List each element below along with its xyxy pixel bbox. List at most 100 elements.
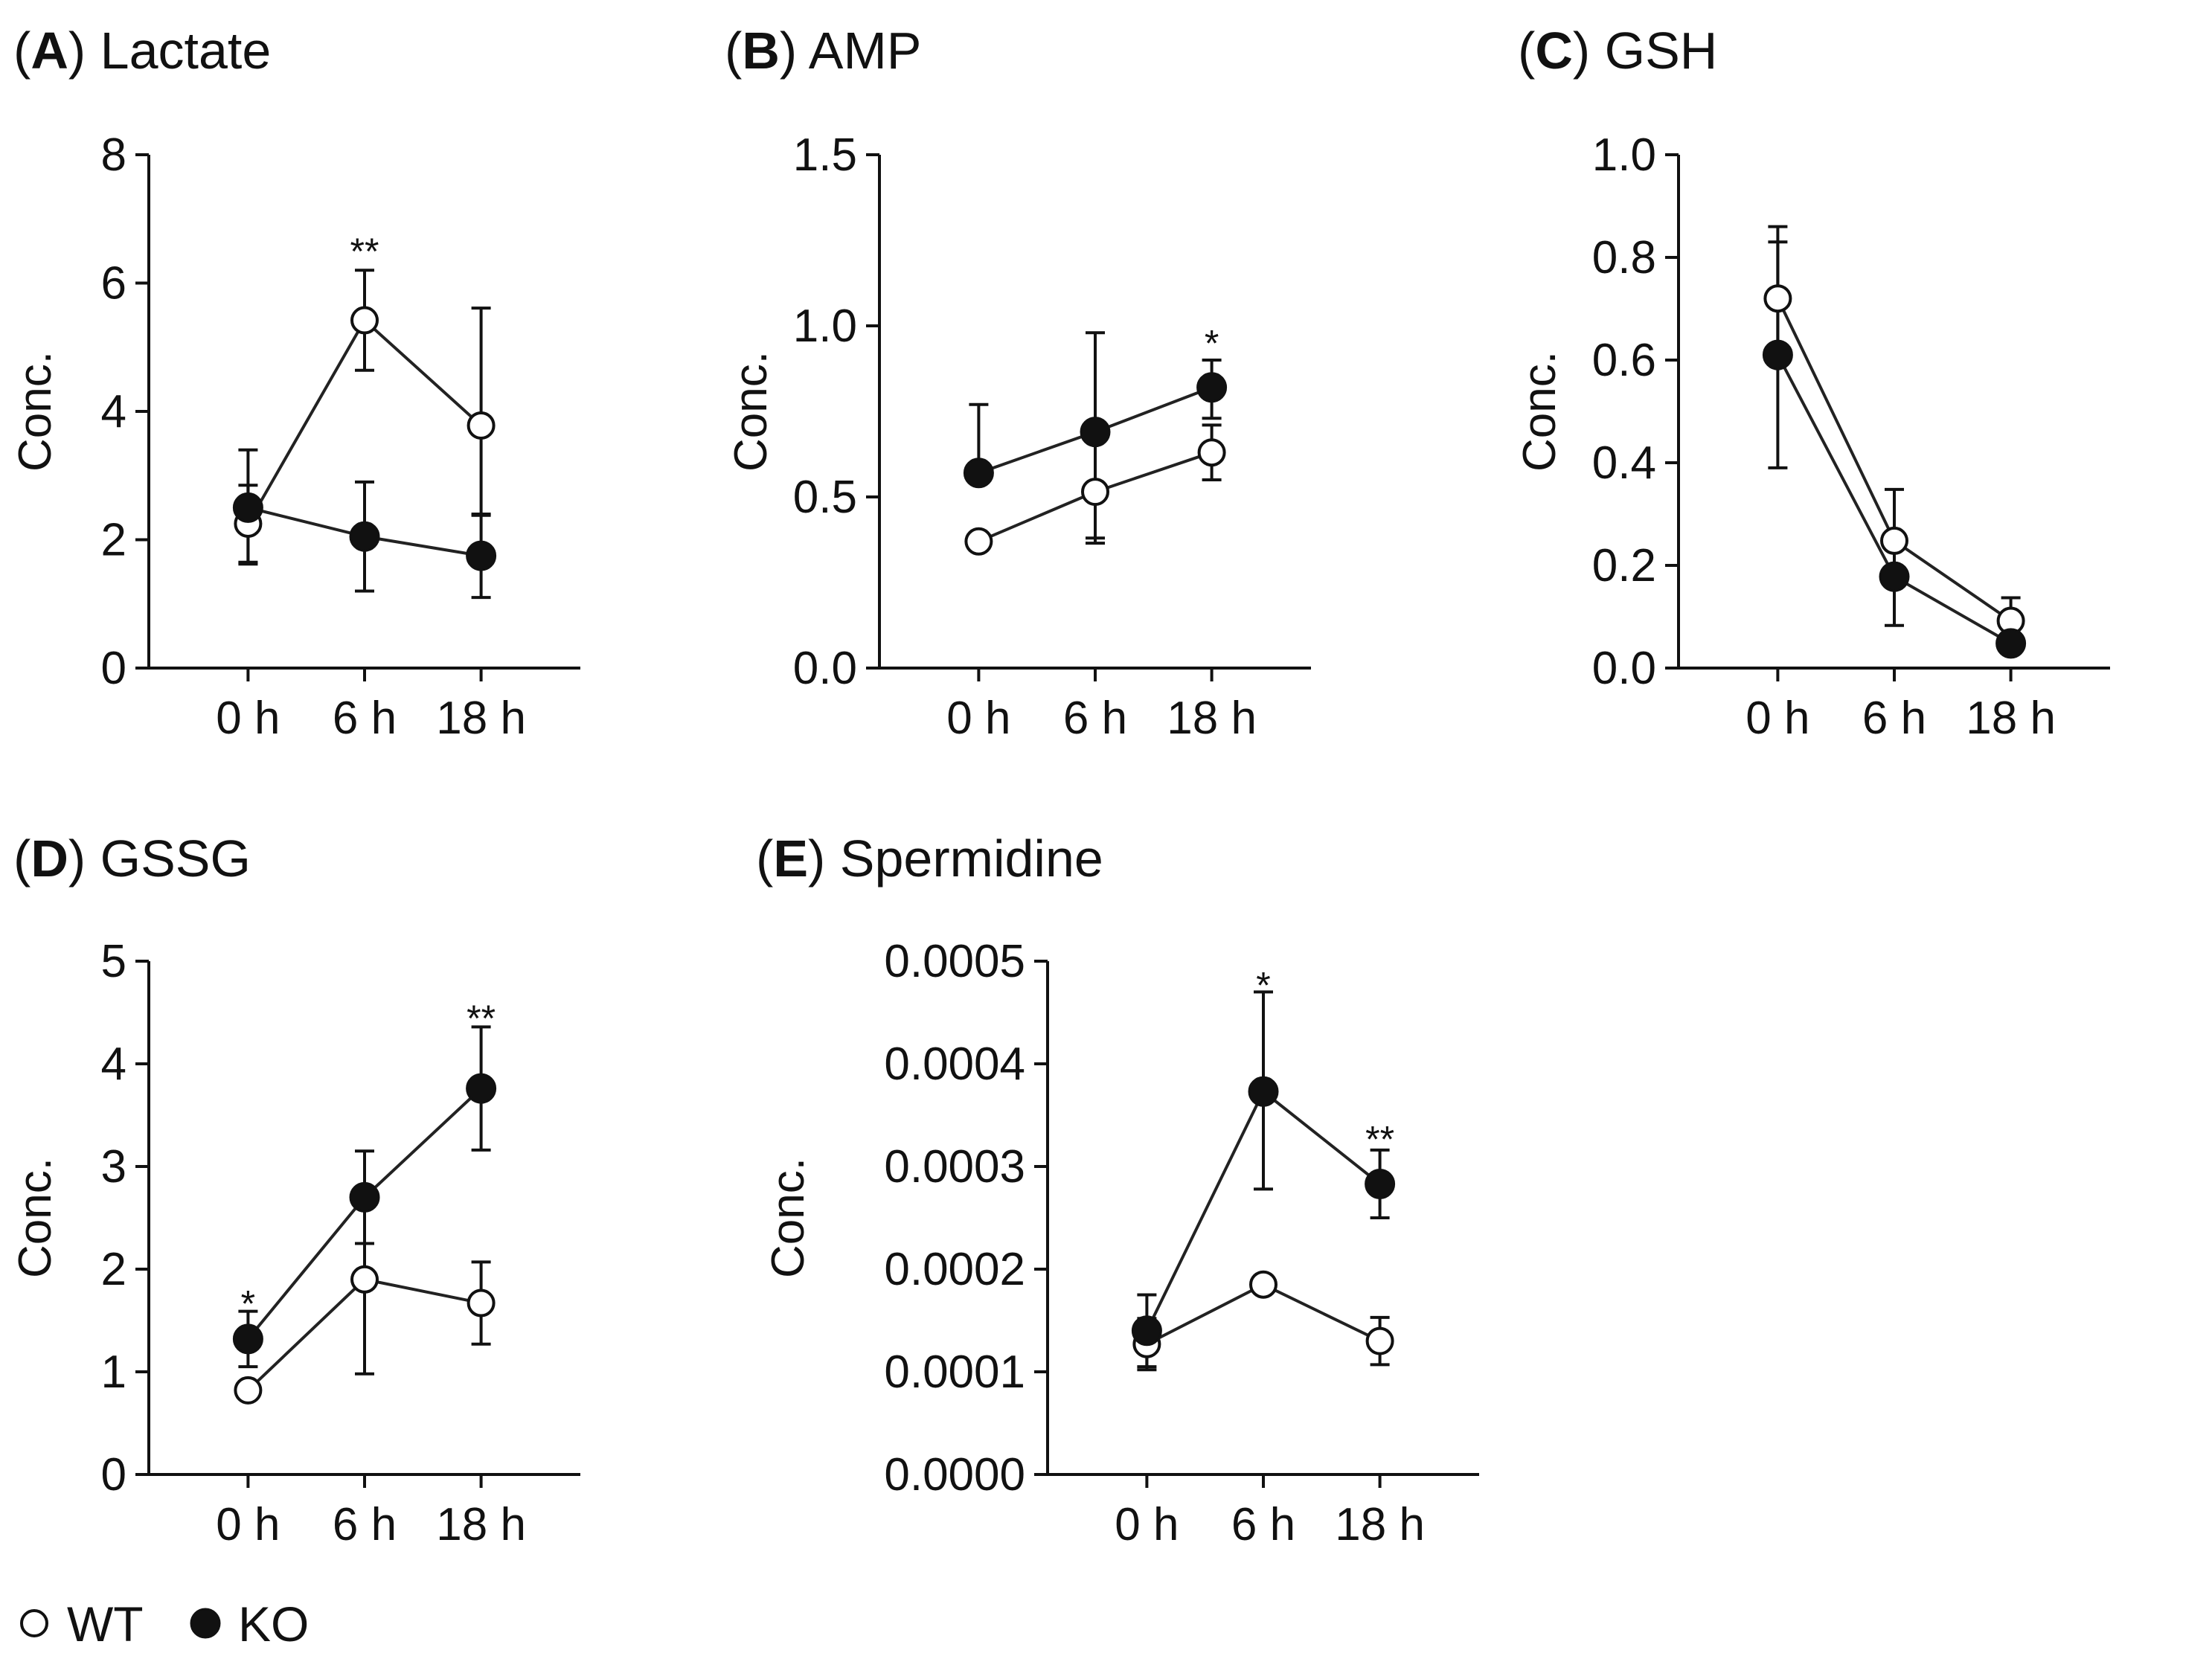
panel-name: GSSG	[100, 829, 251, 888]
paren-close: )	[780, 22, 809, 80]
data-point-ko	[466, 1073, 497, 1104]
y-tick-label: 3	[101, 1141, 126, 1193]
data-point-ko	[1131, 1315, 1162, 1347]
y-tick-label: 2	[101, 1244, 126, 1295]
y-axis-label: Conc.	[1514, 351, 1565, 472]
paren-open: (	[13, 22, 31, 80]
x-tick-label: 6 h	[333, 1499, 397, 1550]
data-point-wt	[1197, 438, 1226, 467]
panel-letter: D	[31, 829, 68, 888]
y-tick-label: 0.0004	[884, 1039, 1025, 1090]
paren-close: )	[68, 829, 100, 888]
paren-open: (	[756, 829, 773, 888]
x-tick-label: 0 h	[1745, 693, 1809, 744]
x-tick-label: 18 h	[436, 693, 526, 744]
y-tick-label: 0.2	[1592, 540, 1656, 591]
y-tick-label: 0.5	[793, 472, 857, 523]
panel-e: (E) Spermidine 0.0000 0.0001 0.0002 0.0003 0.…	[756, 829, 1479, 1550]
y-tick-label: 4	[101, 386, 126, 437]
data-point-wt	[350, 1265, 379, 1294]
significance-marker: *	[241, 1283, 255, 1324]
data-point-ko	[1879, 561, 1910, 592]
data-point-ko	[466, 540, 497, 571]
x-tick-label: 6 h	[1862, 693, 1926, 744]
x-tick-label: 18 h	[1335, 1499, 1425, 1550]
y-tick-label: 0.0002	[884, 1244, 1025, 1295]
significance-marker: **	[1365, 1119, 1394, 1161]
panel-b: (B) AMP 0.0 0.5 1.0 1.5 0 h 6 h 18 h Conc. *	[725, 22, 1311, 744]
x-tick-label: 0 h	[216, 1499, 280, 1550]
x-tick-label: 18 h	[436, 1499, 526, 1550]
y-tick-label: 4	[101, 1039, 126, 1090]
panel-name: Lactate	[100, 22, 272, 80]
y-tick-label: 0.8	[1592, 232, 1656, 283]
y-tick-label: 1.5	[793, 129, 857, 181]
data-point-ko	[232, 492, 263, 523]
y-tick-label: 0.0003	[884, 1141, 1025, 1193]
legend: WT KO	[20, 1596, 309, 1652]
data-point-ko	[1248, 1076, 1279, 1107]
x-tick-label: 0 h	[946, 693, 1010, 744]
x-tick-label: 18 h	[1966, 693, 2056, 744]
y-tick-label: 0.0005	[884, 936, 1025, 987]
data-point-ko	[1995, 628, 2027, 659]
y-tick-label: 0	[101, 1449, 126, 1501]
y-axis-label: Conc.	[763, 1158, 814, 1278]
panel-letter: E	[773, 829, 808, 888]
legend-wt-label: WT	[67, 1596, 144, 1652]
data-point-wt	[234, 1376, 263, 1405]
y-tick-label: 0	[101, 643, 126, 694]
panel-letter: A	[31, 22, 68, 80]
legend-ko-marker	[190, 1608, 221, 1639]
y-axis-label: Conc.	[10, 351, 61, 472]
data-point-wt	[964, 527, 993, 556]
x-tick-label: 18 h	[1167, 693, 1257, 744]
x-tick-label: 6 h	[333, 693, 397, 744]
data-point-ko	[1196, 372, 1228, 403]
significance-marker: *	[1205, 322, 1219, 364]
y-tick-label: 5	[101, 936, 126, 987]
data-point-ko	[1365, 1168, 1396, 1199]
legend-wt-marker	[20, 1609, 48, 1637]
x-tick-label: 6 h	[1063, 693, 1127, 744]
panel-title: (A) Lactate	[13, 22, 271, 80]
data-point-wt	[1365, 1326, 1394, 1355]
data-point-ko	[232, 1323, 263, 1355]
paren-open: (	[725, 22, 742, 80]
panel-title: (E) Spermidine	[756, 829, 1103, 888]
panel-name: Spermidine	[840, 829, 1103, 888]
y-tick-label: 0.0001	[884, 1347, 1025, 1398]
data-point-wt	[350, 306, 379, 335]
data-point-wt	[1880, 526, 1908, 555]
data-point-ko	[1080, 417, 1111, 448]
paren-open: (	[13, 829, 31, 888]
y-tick-label: 0.0	[1592, 643, 1656, 694]
data-point-wt	[467, 411, 496, 440]
y-tick-label: 6	[101, 258, 126, 309]
panel-name: GSH	[1605, 22, 1718, 80]
panel-title: (D) GSSG	[13, 829, 251, 888]
x-tick-label: 6 h	[1231, 1499, 1295, 1550]
y-tick-label: 0.0	[793, 643, 857, 694]
significance-marker: *	[1256, 965, 1270, 1007]
significance-marker: **	[350, 231, 379, 272]
data-point-ko	[963, 458, 994, 489]
y-tick-label: 0.4	[1592, 437, 1656, 489]
panel-letter: B	[742, 22, 780, 80]
data-point-wt	[1763, 284, 1792, 313]
panel-c: (C) GSH 0.0 0.2 0.4 0.6 0.8 1.0 0 h 6 h 18 h Conc.	[1514, 22, 2110, 744]
y-tick-label: 0.0000	[884, 1449, 1025, 1501]
data-point-wt	[467, 1288, 496, 1318]
data-point-ko	[349, 521, 380, 552]
data-point-wt	[1081, 478, 1109, 507]
y-tick-label: 8	[101, 129, 126, 181]
y-tick-label: 1	[101, 1347, 126, 1398]
y-tick-label: 1.0	[1592, 129, 1656, 181]
y-axis-label: Conc.	[725, 351, 777, 472]
paren-close: )	[808, 829, 840, 888]
panel-a: (A) Lactate 0 2 4 6 8 0 h 6 h 18 h Conc. **	[10, 22, 580, 744]
y-axis-label: Conc.	[10, 1158, 61, 1278]
